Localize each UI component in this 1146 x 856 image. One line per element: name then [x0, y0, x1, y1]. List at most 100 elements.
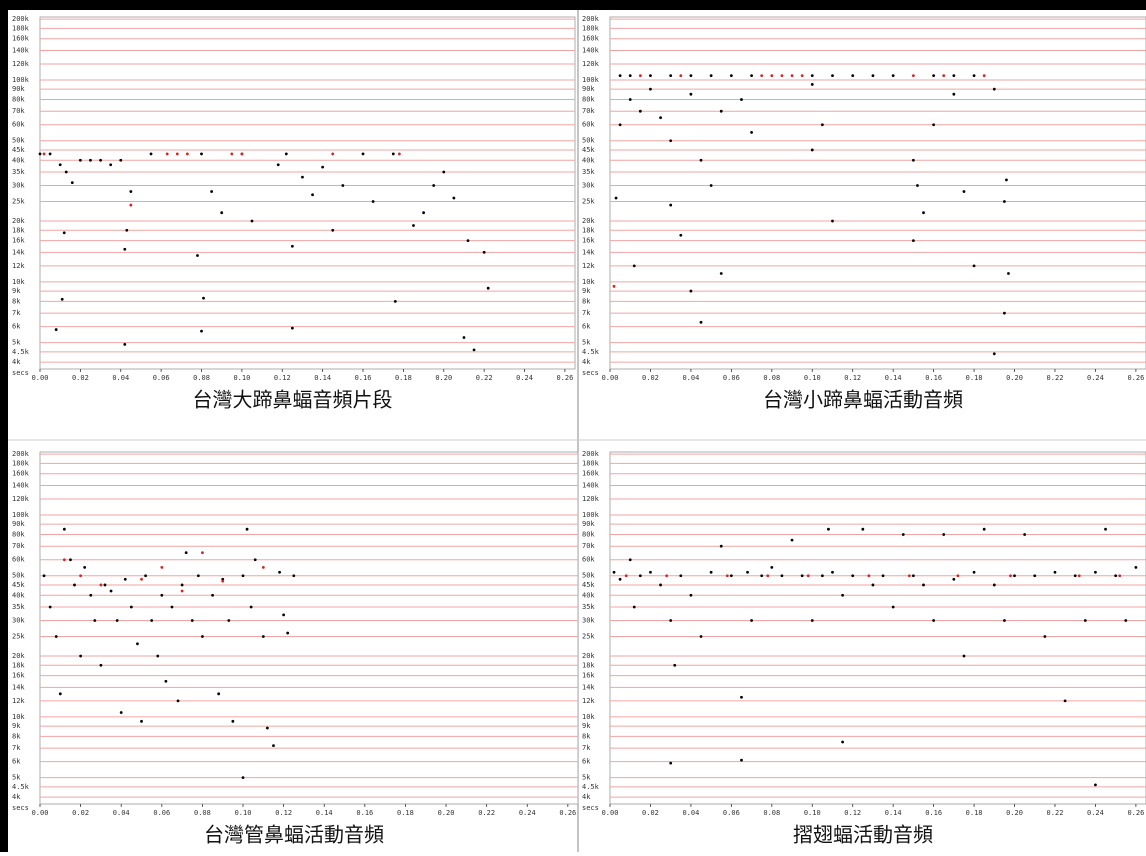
data-point — [952, 93, 955, 96]
y-tick-label: 7k — [582, 309, 591, 317]
data-point — [266, 727, 269, 730]
y-tick-label: 30k — [582, 182, 595, 190]
data-point — [973, 571, 976, 574]
data-point — [230, 153, 233, 156]
data-point — [140, 578, 143, 581]
data-point — [136, 642, 139, 645]
data-point — [1134, 566, 1137, 569]
y-tick-label: 60k — [582, 556, 595, 564]
data-point — [83, 566, 86, 569]
x-tick-label: 0.12 — [275, 809, 292, 817]
data-point — [760, 74, 763, 77]
y-tick-label: 14k — [12, 248, 25, 256]
y-tick-label: 16k — [582, 672, 595, 680]
data-point — [615, 197, 618, 200]
data-point — [639, 574, 642, 577]
y-tick-label: 18k — [12, 226, 25, 234]
page: 4k4.5k5k6k7k8k9k10k12k14k16k18k20k25k30k… — [0, 0, 1146, 852]
data-point — [851, 574, 854, 577]
data-point — [110, 590, 113, 593]
data-point — [262, 635, 265, 638]
y-tick-label: 160k — [12, 35, 30, 43]
data-point — [394, 300, 397, 303]
data-point — [690, 290, 693, 293]
x-tick-label: 0.02 — [72, 809, 89, 817]
data-point — [669, 74, 672, 77]
x-tick-label: 0.10 — [233, 374, 250, 382]
y-tick-label: 25k — [12, 632, 25, 640]
data-point — [679, 574, 682, 577]
data-point — [993, 584, 996, 587]
data-point — [983, 528, 986, 531]
data-point — [942, 533, 945, 536]
y-tick-label: 20k — [582, 652, 595, 660]
data-point — [156, 655, 159, 658]
y-tick-label: 18k — [12, 661, 25, 669]
y-tick-label: 9k — [582, 722, 591, 730]
data-point — [392, 153, 395, 156]
data-point — [720, 110, 723, 113]
data-point — [613, 571, 616, 574]
data-point — [801, 74, 804, 77]
x-tick-label: 0.12 — [274, 374, 291, 382]
x-axis-label: secs — [12, 804, 29, 812]
data-point — [1003, 312, 1006, 315]
data-point — [710, 74, 713, 77]
data-point — [487, 287, 490, 290]
x-tick-label: 0.16 — [925, 374, 942, 382]
y-tick-label: 50k — [12, 137, 25, 145]
data-point — [1043, 635, 1046, 638]
y-tick-label: 5k — [12, 774, 21, 782]
y-tick-label: 90k — [12, 520, 25, 528]
data-point — [665, 574, 668, 577]
data-point — [625, 574, 628, 577]
data-point — [1054, 571, 1057, 574]
data-point — [649, 88, 652, 91]
x-tick-label: 0.16 — [355, 374, 372, 382]
x-tick-label: 0.22 — [476, 374, 493, 382]
data-point — [43, 153, 46, 156]
data-point — [1013, 574, 1016, 577]
data-point — [49, 606, 52, 609]
x-tick-label: 0.08 — [194, 809, 211, 817]
data-point — [922, 211, 925, 214]
data-point — [690, 93, 693, 96]
data-point — [125, 229, 128, 232]
data-point — [49, 153, 52, 156]
data-point — [963, 655, 966, 658]
data-point — [740, 696, 743, 699]
x-tick-label: 0.20 — [435, 374, 452, 382]
data-point — [669, 204, 672, 207]
data-point — [963, 190, 966, 193]
plot-area — [40, 17, 575, 369]
x-axis-label: secs — [12, 369, 29, 377]
data-point — [119, 159, 122, 162]
y-tick-label: 4.5k — [12, 783, 30, 791]
x-tick-label: 0.24 — [519, 809, 536, 817]
data-point — [908, 574, 911, 577]
y-tick-label: 140k — [12, 46, 30, 54]
x-tick-label: 0.18 — [966, 809, 983, 817]
data-point — [861, 528, 864, 531]
y-tick-label: 45k — [582, 581, 595, 589]
data-point — [730, 574, 733, 577]
data-point — [211, 594, 214, 597]
data-point — [770, 74, 773, 77]
data-point — [59, 692, 62, 695]
data-point — [831, 74, 834, 77]
caption: 台灣小蹄鼻蝠活動音頻 — [763, 388, 963, 412]
data-point — [196, 254, 199, 257]
data-point — [690, 594, 693, 597]
y-tick-label: 120k — [582, 495, 600, 503]
data-point — [912, 159, 915, 162]
y-tick-label: 4k — [12, 358, 21, 366]
data-point — [100, 664, 103, 667]
data-point — [39, 153, 42, 156]
data-point — [851, 74, 854, 77]
data-point — [1005, 178, 1008, 181]
data-point — [71, 181, 74, 184]
data-point — [321, 166, 324, 169]
data-point — [916, 184, 919, 187]
y-tick-label: 16k — [12, 672, 25, 680]
data-point — [801, 574, 804, 577]
